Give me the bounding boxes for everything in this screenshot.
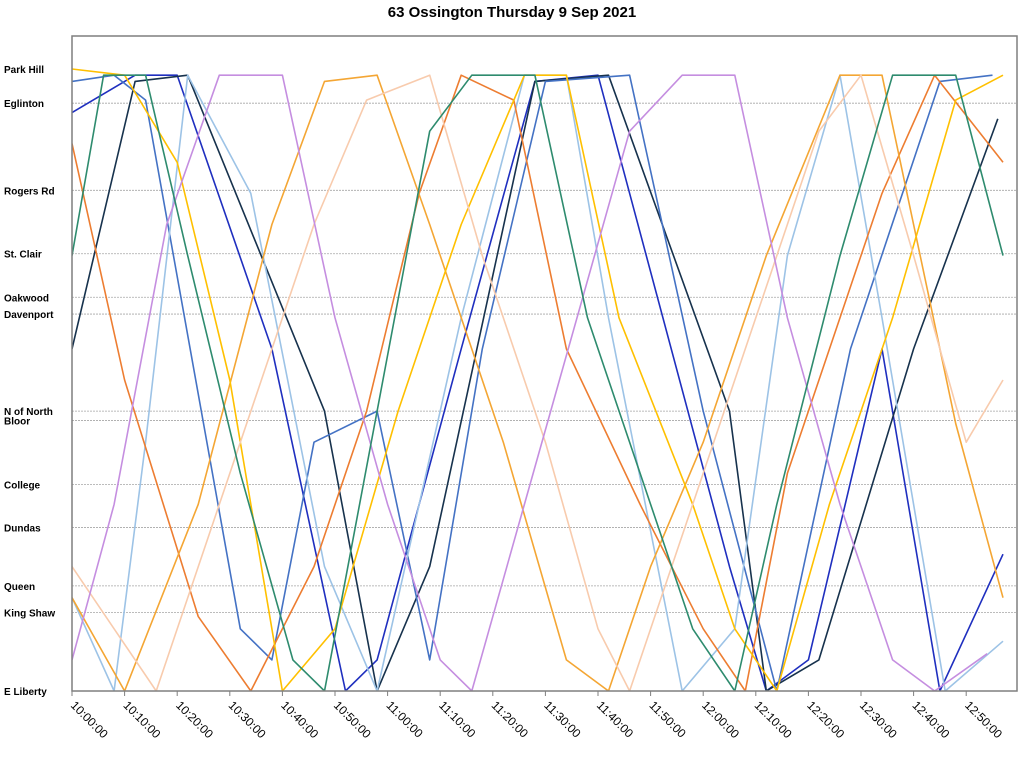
x-tick-label: 10:30:00 bbox=[226, 698, 269, 741]
y-tick-label: E Liberty bbox=[4, 687, 47, 698]
x-tick-label: 11:10:00 bbox=[436, 698, 479, 741]
y-axis-labels: Park Hill Eglinton Rogers Rd St. Clair Oakwo… bbox=[4, 65, 55, 698]
series-line-2 bbox=[72, 74, 993, 691]
series-line-0 bbox=[72, 74, 1004, 691]
x-tick-label: 11:50:00 bbox=[646, 698, 689, 741]
y-tick-label: Queen bbox=[4, 582, 35, 593]
y-tick-label: King Shaw bbox=[4, 609, 55, 620]
x-tick-label: 12:30:00 bbox=[857, 698, 900, 741]
y-tick-label: Park Hill bbox=[4, 65, 44, 76]
y-tick-label: Oakwood bbox=[4, 293, 49, 304]
plot-frame bbox=[71, 35, 1018, 692]
y-tick-label: Eglinton bbox=[4, 99, 44, 110]
x-tick-label: 12:50:00 bbox=[962, 698, 1005, 741]
x-tick-label: 10:50:00 bbox=[331, 698, 374, 741]
x-tick-label: 10:40:00 bbox=[278, 698, 321, 741]
series-line-1 bbox=[72, 74, 999, 691]
x-tick-label: 11:40:00 bbox=[594, 698, 637, 741]
x-tick-label: 12:40:00 bbox=[909, 698, 952, 741]
y-tick-label: Bloor bbox=[4, 416, 30, 427]
y-tick-label: St. Clair bbox=[4, 250, 42, 261]
series-layer bbox=[72, 68, 1004, 691]
series-line-3 bbox=[72, 74, 1004, 691]
x-tick-label: 12:00:00 bbox=[699, 698, 742, 741]
y-tick-label: College bbox=[4, 480, 41, 491]
series-line-9 bbox=[72, 74, 1004, 691]
x-tick-label: 11:20:00 bbox=[489, 698, 532, 741]
y-tick-label: Rogers Rd bbox=[4, 186, 55, 197]
series-line-8 bbox=[72, 74, 988, 691]
x-tick-label: 11:00:00 bbox=[383, 698, 426, 741]
chart-title: 63 Ossington Thursday 9 Sep 2021 bbox=[387, 4, 637, 21]
y-tick-label: Davenport bbox=[4, 310, 54, 321]
series-line-4 bbox=[72, 74, 1004, 691]
y-tick-label: Dundas bbox=[4, 523, 41, 534]
x-tick-label: 12:10:00 bbox=[752, 698, 795, 741]
x-tick-label: 10:20:00 bbox=[173, 698, 216, 741]
x-axis-labels: 10:00:00 10:10:00 10:20:00 10:30:00 10:40:00… bbox=[68, 691, 1005, 741]
series-line-7 bbox=[72, 74, 1004, 691]
y-tick-label: N of North bbox=[4, 407, 53, 418]
x-tick-label: 10:00:00 bbox=[68, 698, 111, 741]
series-line-6 bbox=[72, 68, 1004, 691]
x-tick-label: 11:30:00 bbox=[541, 698, 584, 741]
x-tick-label: 10:10:00 bbox=[120, 698, 163, 741]
x-tick-label: 12:20:00 bbox=[804, 698, 847, 741]
series-line-5 bbox=[72, 74, 1004, 691]
